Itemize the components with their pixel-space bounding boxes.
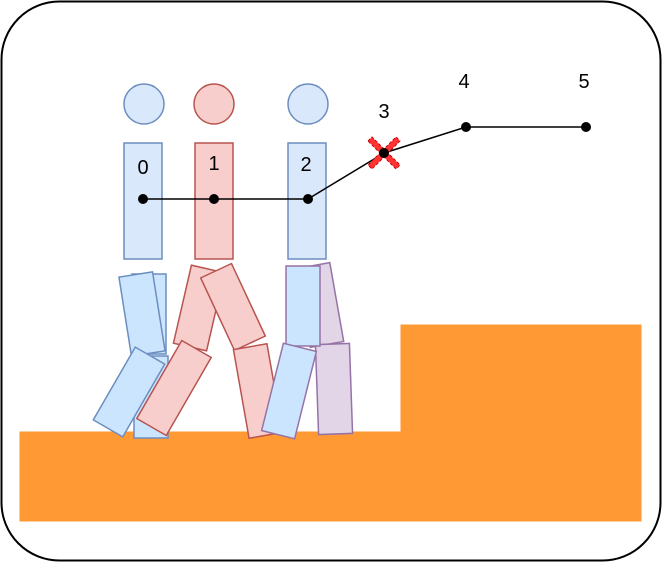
figure-1-thigh-near: [199, 262, 267, 352]
waypoint-0-dot: [138, 194, 148, 204]
figure-0-shin-front: [92, 346, 166, 438]
waypoint-2-dot: [303, 194, 313, 204]
ground-with-step: [19, 324, 642, 522]
figure-1: [135, 83, 284, 440]
waypoint-label-0: 0: [137, 157, 148, 179]
figure-2-head: [287, 83, 329, 125]
waypoint-3-dot: [379, 148, 389, 158]
figure-2: [260, 83, 354, 440]
waypoint-labels: 0 1 2 3 4 5: [137, 71, 589, 179]
figure-0: [92, 83, 169, 439]
figure-2-thigh-front: [285, 265, 321, 347]
waypoint-1-dot: [209, 194, 219, 204]
figure-0-head: [123, 83, 165, 125]
waypoint-label-3: 3: [378, 101, 389, 123]
waypoint-label-5: 5: [578, 71, 589, 93]
waypoint-5-dot: [581, 122, 591, 132]
figure-1-shin-far: [135, 339, 213, 437]
figure-2-shin-back: [314, 342, 354, 436]
figure-2-shin-front: [260, 342, 318, 440]
figure-1-head: [193, 83, 235, 125]
figure-0-thigh-front: [118, 270, 166, 358]
waypoint-4-dot: [461, 122, 471, 132]
waypoint-label-2: 2: [300, 154, 311, 176]
waypoint-label-1: 1: [208, 153, 219, 175]
waypoint-label-4: 4: [458, 71, 469, 93]
red-x-icon: [367, 136, 401, 170]
trajectory-path: [143, 126, 586, 200]
waypoint-dots: [138, 122, 591, 204]
